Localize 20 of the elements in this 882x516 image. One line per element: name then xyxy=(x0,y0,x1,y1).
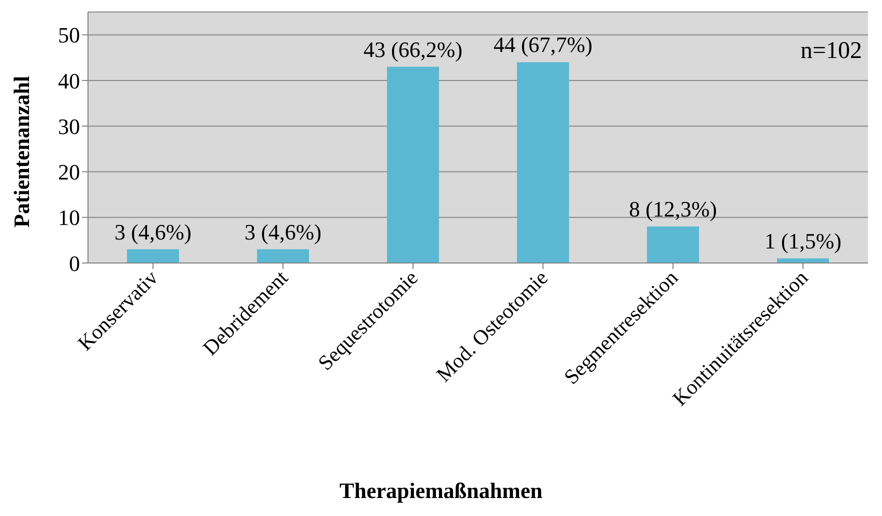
y-tick-label: 10 xyxy=(58,205,80,230)
x-axis-title: Therapiemaßnahmen xyxy=(338,478,544,504)
data-label: 1 (1,5%) xyxy=(764,228,842,254)
data-label: 3 (4,6%) xyxy=(244,219,322,244)
bar xyxy=(257,249,309,263)
annotation: n=102 xyxy=(800,38,862,65)
y-tick-label: 30 xyxy=(58,114,80,139)
y-tick-label: 40 xyxy=(58,68,80,94)
bar xyxy=(127,249,179,263)
bar xyxy=(647,226,699,263)
data-label: 8 (12,3%) xyxy=(629,196,717,222)
data-label: 43 (66,2%) xyxy=(364,36,462,62)
bar xyxy=(387,66,439,263)
data-label: 44 (67,7%) xyxy=(494,32,592,58)
y-axis-title: Patientenanzahl xyxy=(8,76,34,228)
y-tick-label: 20 xyxy=(58,160,80,185)
y-tick-label: 50 xyxy=(58,22,80,48)
y-tick-label: 0 xyxy=(69,250,80,276)
bar xyxy=(517,62,569,263)
data-label: 3 (4,6%) xyxy=(114,219,192,244)
